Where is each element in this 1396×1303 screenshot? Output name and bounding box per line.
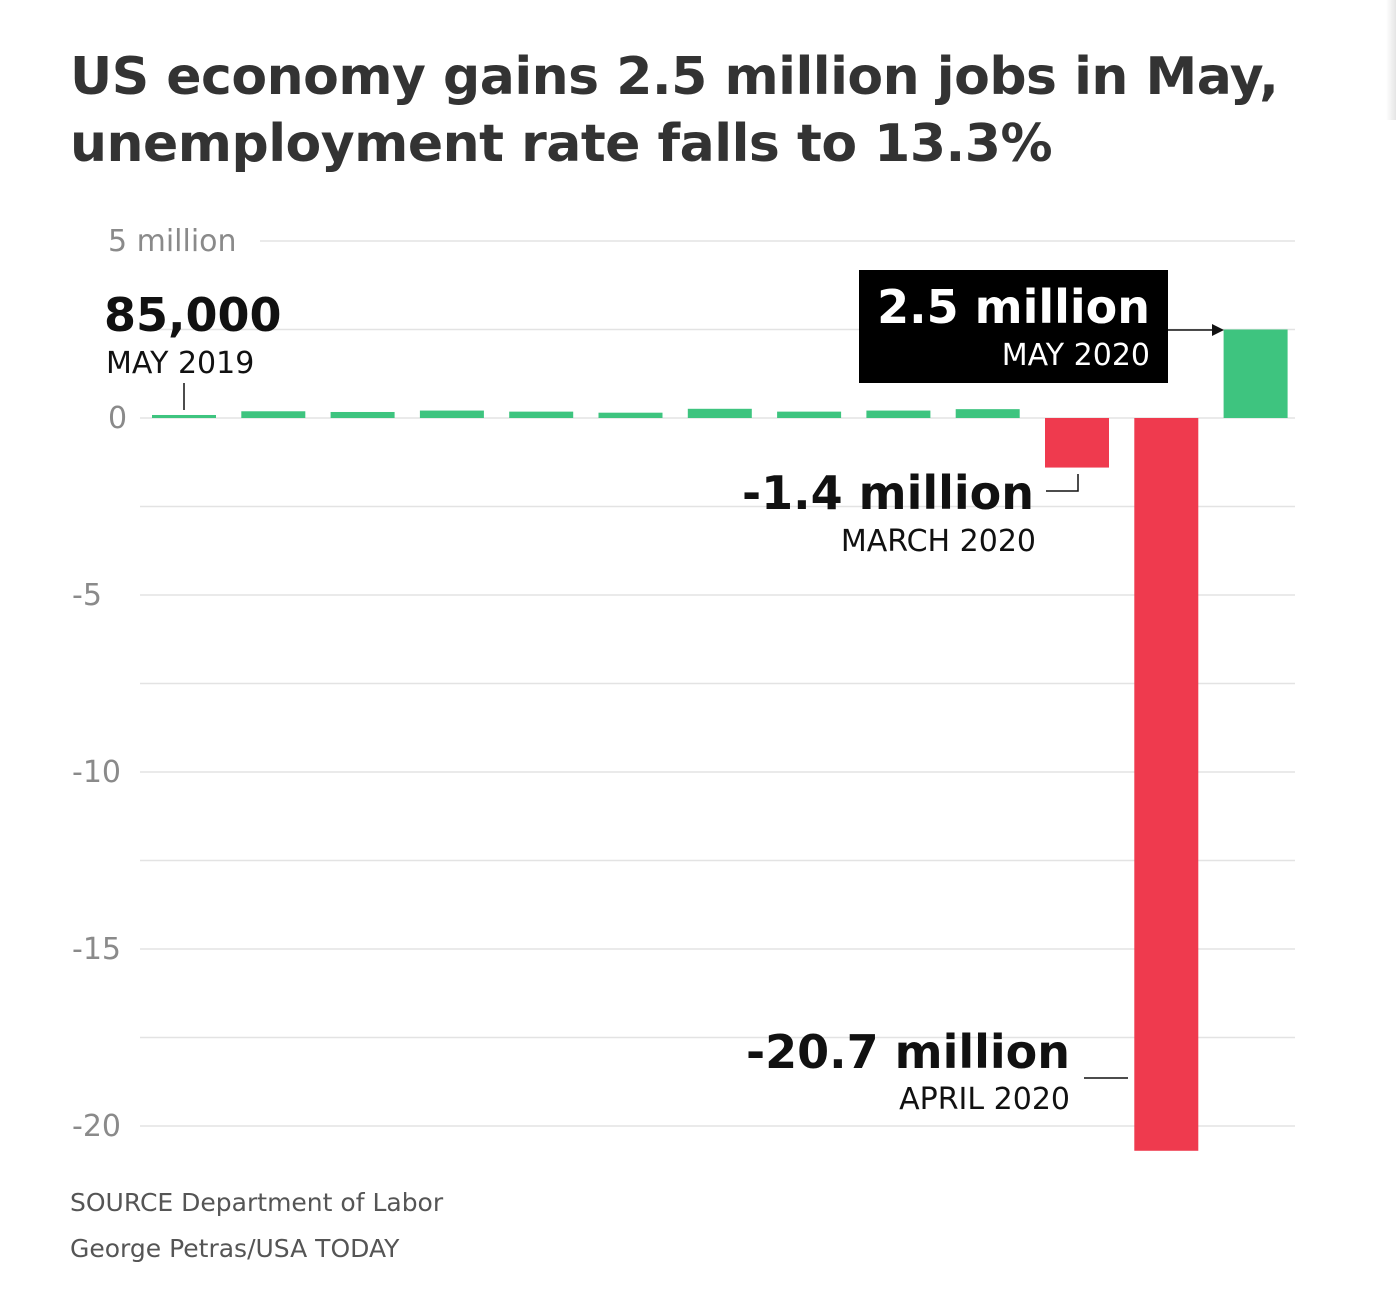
bar-feb-2020	[955, 409, 1020, 418]
y-tick-label: 0	[108, 401, 127, 436]
source-note: SOURCE Department of Labor	[70, 1188, 444, 1217]
annotation-march-2020-leader	[1046, 474, 1079, 492]
bar-oct-2019	[598, 412, 663, 418]
annotation-april-2020-value: -20.7 million	[746, 1025, 1070, 1079]
y-tick-label: -15	[72, 932, 121, 967]
chart-title-line-2: unemployment rate falls to 13.3%	[70, 114, 1053, 174]
annotation-may-2019-label: MAY 2019	[106, 346, 254, 381]
chart-annotations: 85,000 MAY 2019 -1.4 million MARCH 2020 -20.…	[104, 270, 1224, 1117]
bar-jan-2020	[866, 410, 931, 418]
chart-gridlines	[140, 240, 1295, 1127]
bar-apr-2020	[1134, 418, 1199, 1151]
credit-note: George Petras/USA TODAY	[70, 1234, 400, 1263]
annotation-may-2020-label: MAY 2020	[1002, 338, 1150, 373]
bar-aug-2019	[419, 410, 484, 418]
y-tick-label: -5	[72, 578, 102, 613]
bar-sep-2019	[509, 411, 574, 418]
annotation-may-2019-value: 85,000	[104, 288, 282, 342]
chart-title-line-1: US economy gains 2.5 million jobs in May…	[70, 47, 1279, 107]
bar-jun-2019	[241, 411, 306, 418]
annotation-may-2020-arrowhead	[1212, 324, 1224, 336]
bar-jul-2019	[330, 411, 395, 418]
y-tick-label: -20	[72, 1109, 121, 1144]
y-tick-label: -10	[72, 755, 121, 790]
bar-mar-2020	[1045, 418, 1109, 468]
bar-nov-2019	[687, 408, 752, 418]
annotation-march-2020-label: MARCH 2020	[841, 524, 1036, 559]
bar-may-2019	[152, 414, 216, 418]
annotation-may-2020-value: 2.5 million	[877, 280, 1150, 334]
chart-title: US economy gains 2.5 million jobs in May…	[70, 44, 1320, 178]
page-edge-shadow	[1386, 0, 1396, 120]
bar-may-2020	[1223, 329, 1288, 418]
annotation-march-2020-value: -1.4 million	[742, 466, 1034, 520]
bar-dec-2019	[777, 411, 842, 418]
annotation-april-2020-label: APRIL 2020	[899, 1082, 1070, 1117]
y-tick-label: 5 million	[108, 224, 237, 259]
annotation-may-2020-box	[859, 270, 1168, 383]
chart-bars	[152, 329, 1288, 1151]
y-axis-tick-labels: 5 million 0 -5 -10 -15 -20	[72, 224, 237, 1144]
